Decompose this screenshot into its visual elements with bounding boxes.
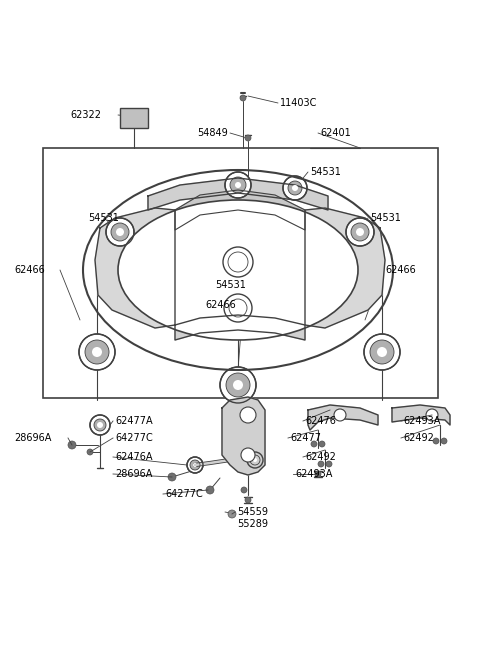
Circle shape [370,340,394,364]
Circle shape [234,304,242,312]
Circle shape [334,409,346,421]
Circle shape [441,438,447,444]
Bar [120,108,148,128]
Circle shape [235,182,241,188]
Bar [43,148,438,398]
Text: 28696A: 28696A [14,433,51,443]
Circle shape [87,449,93,455]
Text: 54531: 54531 [88,213,119,223]
Text: 62322: 62322 [70,110,101,120]
Circle shape [85,340,109,364]
Circle shape [311,441,317,447]
Circle shape [318,461,324,467]
Text: 54531: 54531 [310,167,341,177]
Polygon shape [308,405,378,430]
Circle shape [433,438,439,444]
Circle shape [253,458,257,462]
Text: 64277C: 64277C [115,433,153,443]
Circle shape [283,176,307,200]
Text: 55289: 55289 [237,519,268,529]
Circle shape [223,247,253,277]
Circle shape [94,419,106,431]
Circle shape [206,486,214,494]
Circle shape [250,455,260,465]
Circle shape [228,510,236,518]
Circle shape [168,473,176,481]
Circle shape [228,252,248,272]
Text: 64277C: 64277C [165,489,203,499]
Text: 54559: 54559 [237,507,268,517]
Circle shape [224,294,252,322]
Circle shape [241,487,247,493]
Circle shape [351,223,369,241]
Circle shape [326,461,332,467]
Circle shape [226,373,250,397]
Circle shape [106,218,134,246]
Text: 62476A: 62476A [115,452,153,462]
Circle shape [245,135,251,141]
Circle shape [190,460,200,470]
Circle shape [356,228,364,236]
Text: 62493A: 62493A [403,416,440,426]
Circle shape [230,177,246,193]
Circle shape [90,415,110,435]
Text: 54531: 54531 [370,213,401,223]
Circle shape [92,347,102,357]
Circle shape [240,95,246,101]
Circle shape [79,334,115,370]
Ellipse shape [118,200,358,340]
Circle shape [111,223,129,241]
Circle shape [346,218,374,246]
Circle shape [187,457,203,473]
Circle shape [245,497,251,503]
Circle shape [233,380,243,390]
Circle shape [97,422,103,428]
Text: 28696A: 28696A [115,469,152,479]
Text: 62401: 62401 [320,128,351,138]
Polygon shape [392,405,450,425]
Text: 54849: 54849 [197,128,228,138]
Text: 62492: 62492 [305,452,336,462]
Circle shape [68,441,76,449]
Circle shape [225,172,251,198]
Text: 62477A: 62477A [115,416,153,426]
Text: 62466: 62466 [14,265,45,275]
Polygon shape [222,397,265,475]
Text: 54531: 54531 [215,280,246,290]
Polygon shape [175,315,305,340]
Circle shape [233,257,243,267]
Circle shape [292,185,298,191]
Circle shape [193,463,197,467]
Polygon shape [175,190,305,230]
Polygon shape [305,208,385,328]
Text: 62477: 62477 [290,433,321,443]
Polygon shape [148,178,328,210]
Circle shape [220,367,256,403]
Circle shape [377,347,387,357]
Text: 62492: 62492 [403,433,434,443]
Text: 62466: 62466 [385,265,416,275]
Text: 62493A: 62493A [295,469,332,479]
Circle shape [319,441,325,447]
Circle shape [288,181,302,195]
Text: 62476: 62476 [305,416,336,426]
Circle shape [229,299,247,317]
Circle shape [364,334,400,370]
Circle shape [247,452,263,468]
Polygon shape [95,208,175,328]
Circle shape [315,471,321,477]
Text: 11403C: 11403C [280,98,317,108]
Circle shape [426,409,438,421]
Circle shape [240,407,256,423]
Text: 62466: 62466 [205,300,236,310]
Circle shape [241,448,255,462]
Circle shape [116,228,124,236]
